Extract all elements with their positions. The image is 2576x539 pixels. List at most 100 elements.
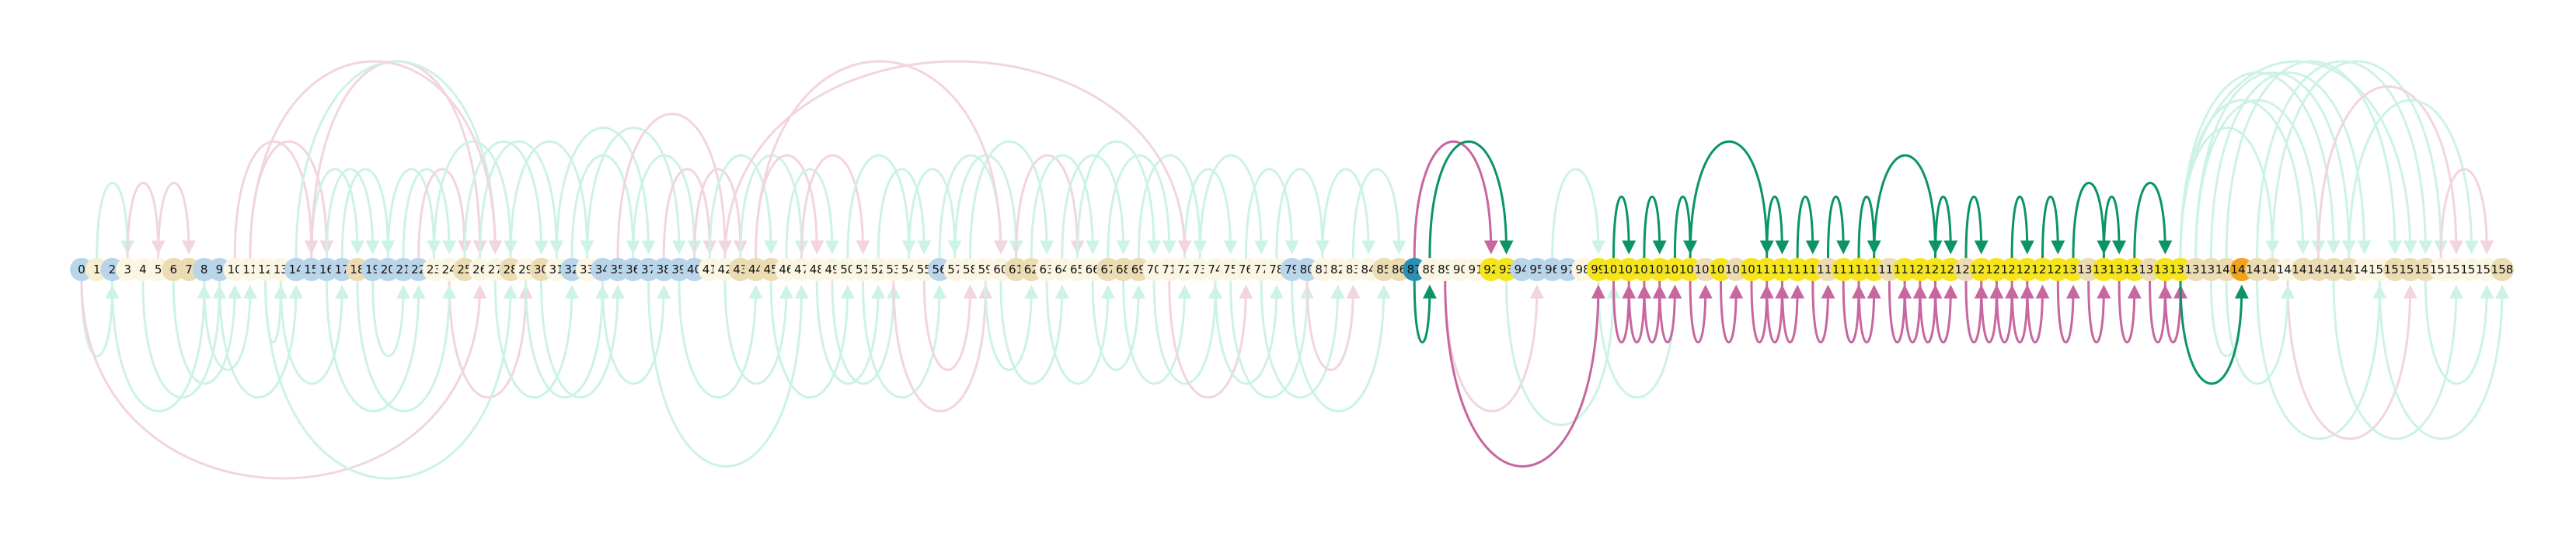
node-label: 54 [901, 263, 916, 276]
faint-arc [1030, 154, 1100, 259]
node-label: 70 [1147, 263, 1162, 276]
highlighted-arc [1413, 280, 1437, 344]
faint-arc [601, 280, 671, 385]
highlighted-arc [1413, 140, 1498, 259]
faint-arc [570, 154, 640, 259]
node-label: 1 [93, 263, 101, 276]
faint-arc [922, 280, 978, 371]
highlighted-arc [1766, 195, 1790, 259]
faint-arc [2378, 280, 2509, 440]
faint-arc [723, 280, 793, 385]
faint-arc [141, 280, 227, 399]
node-label: 19 [365, 263, 380, 276]
highlighted-arc [1428, 140, 1514, 259]
node-label: 39 [671, 263, 686, 276]
node-label: 20 [381, 263, 396, 276]
faint-arc [2271, 60, 2449, 259]
node-label: 48 [810, 263, 824, 276]
faint-arc [417, 168, 472, 259]
node-label: 90 [1453, 263, 1468, 276]
highlighted-arc [1643, 195, 1667, 259]
faint-arc [1198, 154, 1269, 259]
node-label: 78 [1269, 263, 1284, 276]
node-label: 10 [228, 263, 242, 276]
node-label: 84 [1361, 263, 1376, 276]
node-label: 38 [657, 263, 671, 276]
highlighted-arc [1857, 195, 1881, 259]
highlighted-arc [2072, 182, 2111, 259]
node-label: 42 [717, 263, 732, 276]
node-label: 96 [1545, 263, 1560, 276]
node-label: 47 [794, 263, 809, 276]
node: 158 [2491, 258, 2514, 281]
faint-arc [632, 154, 702, 259]
node-label: 97 [1560, 263, 1575, 276]
node-label: 69 [1131, 263, 1146, 276]
faint-arc [1291, 280, 1391, 412]
faint-arc [509, 140, 594, 259]
node-label: 37 [641, 263, 656, 276]
highlighted-arc [2163, 280, 2187, 344]
faint-arc [2332, 280, 2463, 440]
faint-arc [1107, 154, 1176, 259]
node-label: 36 [626, 263, 640, 276]
highlighted-arc [1658, 280, 1682, 344]
node-label: 74 [1208, 263, 1222, 276]
faint-arc [1305, 280, 1361, 371]
node-label: 61 [1009, 263, 1023, 276]
node-label: 12 [258, 263, 273, 276]
faint-arc [831, 280, 901, 385]
highlighted-arc [1842, 280, 1866, 344]
faint-arc [2316, 85, 2463, 259]
node-label: 158 [2491, 263, 2514, 276]
faint-arc [264, 280, 518, 480]
node-label: 4 [139, 263, 147, 276]
faint-arc [693, 168, 748, 259]
node-label: 49 [824, 263, 839, 276]
highlighted-arc [1995, 280, 2020, 344]
faint-arc [800, 154, 870, 259]
faint-arc [908, 168, 962, 259]
highlighted-arc [2026, 280, 2050, 344]
faint-arc [708, 154, 779, 259]
faint-arc [1183, 168, 1238, 259]
node-label: 67 [1100, 263, 1115, 276]
node-label: 60 [993, 263, 1008, 276]
faint-arc [203, 280, 257, 371]
highlighted-arc [1766, 280, 1790, 344]
highlighted-arc [1612, 280, 1637, 344]
node-label: 98 [1576, 263, 1591, 276]
node-label: 95 [1529, 263, 1544, 276]
node-label: 85 [1376, 263, 1391, 276]
node-label: 89 [1438, 263, 1452, 276]
faint-arc-layer [80, 60, 2509, 480]
faint-arc [1045, 280, 1115, 385]
faint-arc [1061, 154, 1131, 259]
node-label: 81 [1315, 263, 1330, 276]
faint-arc [2179, 60, 2417, 259]
highlighted-arc [1934, 195, 1958, 259]
node-label: 25 [457, 263, 472, 276]
faint-arc [1152, 280, 1222, 385]
faint-arc [479, 140, 564, 259]
node-label: 14 [288, 263, 303, 276]
faint-arc [371, 280, 410, 357]
highlighted-arc [1444, 280, 1605, 468]
faint-arc [172, 280, 242, 385]
faint-arc [2194, 71, 2356, 259]
faint-arc [647, 280, 809, 468]
node-label: 23 [427, 263, 441, 276]
node-label: 35 [610, 263, 625, 276]
node-label: 59 [978, 263, 993, 276]
faint-arc [402, 168, 457, 259]
faint-arc [1015, 154, 1085, 259]
highlighted-arc [1612, 195, 1637, 259]
node-label: 16 [319, 263, 334, 276]
node-label: 22 [411, 263, 426, 276]
node-label: 53 [886, 263, 901, 276]
node-label: 99 [1591, 263, 1605, 276]
faint-arc [1229, 280, 1315, 399]
highlighted-arc [1780, 280, 1805, 344]
faint-arc [1351, 168, 1407, 259]
faint-arc [984, 280, 1039, 371]
